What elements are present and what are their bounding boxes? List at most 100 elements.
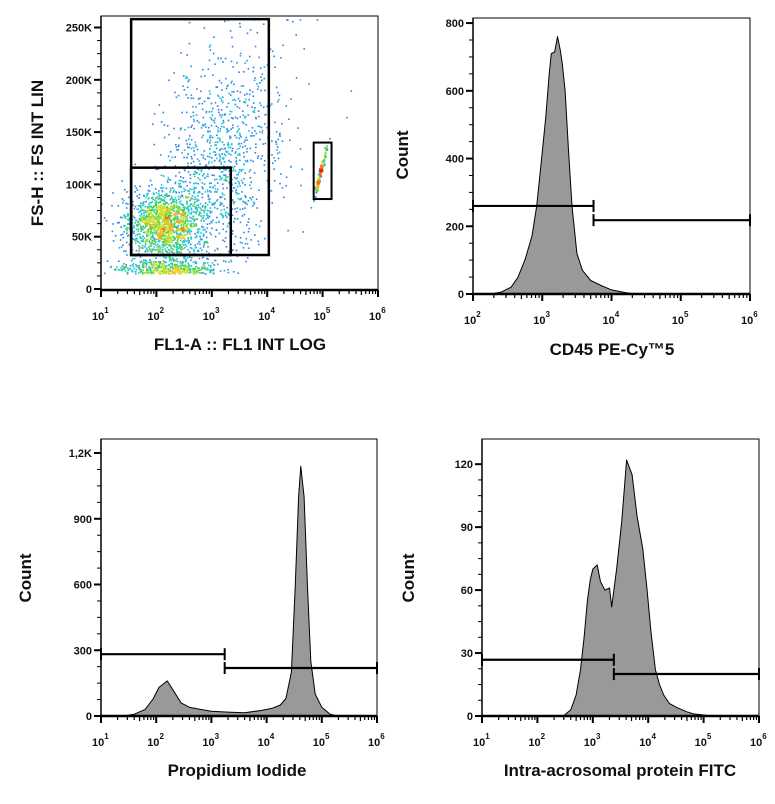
scatter-point (166, 246, 168, 249)
range-gate-1[interactable] (472, 199, 595, 212)
range-gate-2[interactable] (592, 214, 751, 227)
scatter-point (216, 216, 218, 219)
scatter-point (139, 204, 142, 207)
scatter-point (243, 213, 246, 216)
scatter-point (198, 271, 200, 274)
scatter-point (258, 225, 261, 228)
scatter-point (257, 110, 260, 112)
scatter-point (178, 201, 181, 203)
scatter-point (141, 263, 144, 266)
scatter-point (186, 143, 188, 145)
scatter-point (219, 149, 221, 152)
scatter-point (235, 136, 238, 139)
scatter-point (158, 263, 161, 265)
scatter-point (230, 144, 233, 146)
scatter-point (147, 232, 149, 235)
scatter-point (170, 240, 173, 243)
scatter-point (154, 218, 156, 220)
scatter-point (237, 125, 239, 128)
scatter-point (231, 190, 234, 192)
scatter-point (241, 182, 244, 184)
scatter-point (174, 271, 177, 273)
scatter-point (158, 217, 161, 220)
scatter-point (201, 186, 203, 188)
scatter-point (193, 186, 195, 189)
scatter-point (253, 109, 256, 112)
scatter-point (214, 151, 216, 153)
scatter-point (141, 239, 143, 242)
scatter-point (137, 240, 139, 243)
scatter-point (173, 219, 176, 221)
scatter-point (160, 272, 162, 275)
range-gate-1[interactable] (100, 648, 226, 661)
scatter-point (165, 216, 167, 219)
scatter-point (152, 269, 155, 272)
scatter-point (183, 231, 185, 233)
scatter-point (165, 209, 168, 211)
scatter-point (243, 231, 245, 234)
scatter-point (174, 270, 176, 272)
scatter-point (125, 228, 127, 230)
scatter-point (138, 249, 140, 251)
gate-rectangle[interactable] (312, 141, 333, 201)
gate-rectangle[interactable] (129, 166, 233, 257)
scatter-point (202, 204, 204, 207)
scatter-point (204, 158, 207, 161)
y-tick-label: 600 (74, 580, 92, 592)
scatter-point (225, 179, 228, 182)
scatter-point (214, 235, 217, 238)
scatter-point (178, 179, 180, 182)
scatter-point (138, 245, 140, 247)
scatter-point (190, 162, 192, 165)
scatter-point (172, 209, 174, 211)
chart-panel-3: 10110210310410510603006009001,2KPropidiu… (16, 438, 385, 780)
scatter-point (147, 261, 150, 264)
scatter-point (151, 196, 153, 199)
scatter-point (169, 199, 171, 201)
scatter-point (216, 182, 219, 184)
scatter-point (190, 238, 193, 240)
scatter-point (186, 230, 189, 233)
scatter-point (209, 152, 211, 155)
scatter-point (205, 165, 208, 167)
scatter-point (160, 194, 163, 196)
scatter-point (153, 232, 156, 234)
scatter-point (175, 201, 178, 203)
scatter-point (169, 151, 172, 153)
scatter-point (148, 210, 150, 212)
scatter-point (186, 223, 189, 226)
scatter-point (158, 272, 161, 275)
scatter-point (194, 232, 196, 235)
scatter-point (253, 79, 256, 82)
scatter-point (156, 208, 159, 211)
scatter-point (214, 141, 217, 144)
scatter-point (156, 233, 158, 236)
scatter-point (222, 239, 224, 242)
scatter-point (174, 242, 177, 244)
scatter-point (262, 106, 265, 108)
scatter-point (160, 230, 163, 233)
scatter-point (232, 249, 234, 251)
scatter-point (111, 230, 114, 233)
scatter-point (239, 169, 241, 171)
scatter-point (122, 267, 125, 270)
scatter-point (248, 130, 250, 132)
scatter-point (166, 218, 169, 220)
scatter-point (236, 90, 239, 92)
scatter-point (149, 271, 152, 274)
scatter-point (166, 243, 168, 245)
scatter-point (206, 212, 208, 215)
scatter-point (315, 185, 318, 188)
scatter-point (203, 123, 206, 126)
scatter-point (194, 170, 196, 173)
scatter-point (125, 215, 127, 218)
scatter-point (189, 177, 192, 180)
scatter-point (192, 273, 195, 275)
scatter-point (256, 157, 259, 159)
scatter-point (163, 210, 166, 213)
scatter-point (236, 177, 238, 179)
scatter-point (189, 135, 191, 137)
scatter-point (279, 135, 281, 137)
scatter-point (324, 152, 327, 154)
scatter-point (161, 228, 163, 230)
